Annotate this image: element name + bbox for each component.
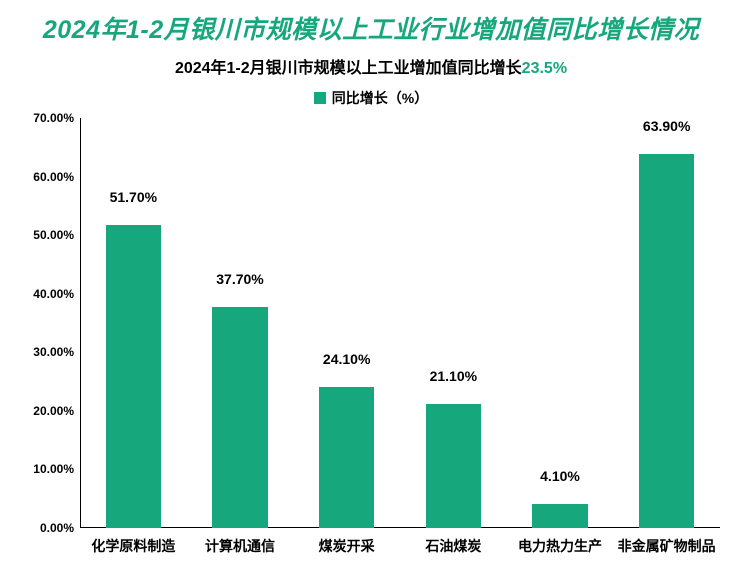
bar-value-label: 37.70% [216,271,263,287]
chart-legend: 同比增长（%） [10,88,732,108]
legend-swatch [314,92,326,104]
bar-value-label: 21.10% [430,368,477,384]
y-tick-label: 30.00% [33,345,80,359]
bar-value-label: 24.10% [323,351,370,367]
y-tick-label: 50.00% [33,228,80,242]
bar [212,307,267,528]
y-tick-label: 20.00% [33,404,80,418]
chart-title: 2024年1-2月银川市规模以上工业行业增加值同比增长情况 [10,10,732,46]
x-category-label: 石油煤炭 [425,528,481,556]
bar [639,154,694,528]
chart-container: 2024年1-2月银川市规模以上工业行业增加值同比增长情况 2024年1-2月银… [0,0,742,583]
bar [319,387,374,528]
x-category-label: 电力热力生产 [518,528,602,556]
legend-label: 同比增长（%） [332,90,428,106]
y-tick-label: 60.00% [33,170,80,184]
chart-plot-area: 0.00%10.00%20.00%30.00%40.00%50.00%60.00… [80,118,720,528]
subtitle-prefix: 2024年1-2月银川市规模以上工业增加值同比增长 [175,60,522,77]
x-category-label: 计算机通信 [205,528,275,556]
y-axis-line [80,118,81,528]
bar [532,504,587,528]
x-category-label: 化学原料制造 [91,528,175,556]
chart-subtitle: 2024年1-2月银川市规模以上工业增加值同比增长23.5% [10,54,732,78]
x-category-label: 非金属矿物制品 [618,528,716,556]
x-category-label: 煤炭开采 [319,528,375,556]
y-tick-label: 0.00% [40,521,80,535]
y-tick-label: 40.00% [33,287,80,301]
subtitle-highlight: 23.5% [522,60,567,77]
bar [106,225,161,528]
bar-value-label: 63.90% [643,118,690,134]
y-tick-label: 70.00% [33,111,80,125]
bar-value-label: 51.70% [110,189,157,205]
bar [426,404,481,528]
y-tick-label: 10.00% [33,462,80,476]
bar-value-label: 4.10% [540,468,580,484]
